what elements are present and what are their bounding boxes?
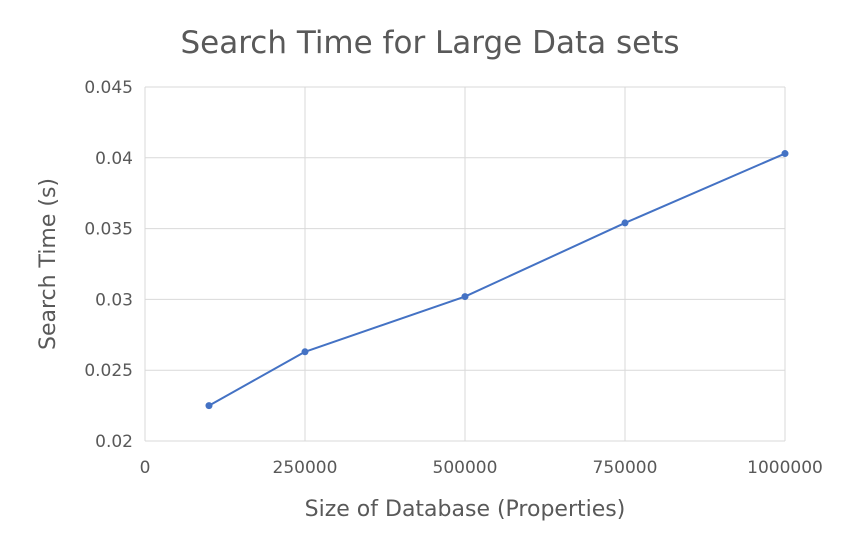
- y-tick-label: 0.035: [84, 220, 133, 240]
- series-line: [208, 152, 786, 407]
- data-point: [621, 219, 629, 227]
- y-axis-title: Search Time (s): [36, 178, 61, 350]
- series-layer: [205, 150, 789, 410]
- x-tick-label: 500000: [433, 458, 498, 478]
- data-point: [301, 348, 309, 356]
- y-tick-label: 0.02: [95, 432, 133, 452]
- chart-title: Search Time for Large Data sets: [180, 25, 679, 61]
- tick-label-layer: 0.02 0.025 0.03 0.035 0.04 0.045 0 250000 500000…: [84, 78, 823, 478]
- y-tick-label: 0.04: [95, 149, 133, 169]
- data-point: [461, 293, 469, 301]
- x-axis-title: Size of Database (Properties): [305, 497, 626, 522]
- y-tick-label: 0.045: [84, 78, 133, 98]
- data-point: [781, 150, 789, 158]
- x-tick-label: 0: [140, 458, 151, 478]
- y-tick-label: 0.03: [95, 290, 133, 310]
- x-tick-label: 250000: [273, 458, 338, 478]
- data-point: [205, 402, 213, 410]
- x-tick-label: 1000000: [747, 458, 823, 478]
- x-tick-label: 750000: [593, 458, 658, 478]
- y-tick-label: 0.025: [84, 361, 133, 381]
